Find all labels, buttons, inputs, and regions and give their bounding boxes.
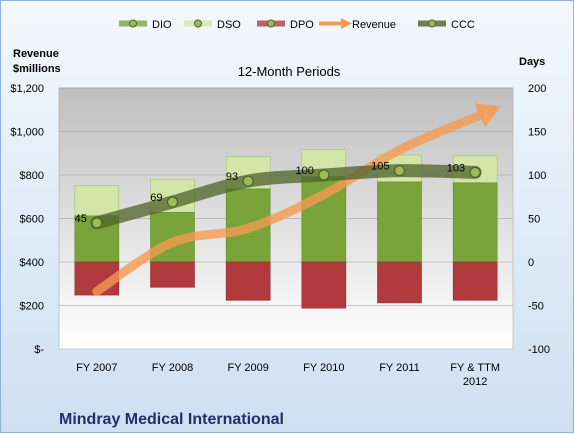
legend-label: CCC [451,19,475,31]
left-tick-label: $400 [20,257,44,269]
ccc-marker [318,169,330,181]
right-tick-label: -50 [528,301,544,313]
legend-arrow-revenue [341,18,352,29]
right-axis: -100 -50 0 50 100 150 200 [528,83,550,356]
ccc-data-label: 103 [447,162,465,174]
bar-dpo [377,261,422,304]
revenue-line [92,110,485,296]
revenue-arrowhead [474,103,501,128]
legend: DIO DSO DPO Revenue CCC [119,18,475,31]
right-axis-title: Days [519,56,545,68]
ccc-data-label: 100 [295,165,313,177]
left-tick-label: $1,000 [10,127,44,139]
left-tick-label: $- [34,344,44,356]
legend-marker-ccc [267,19,275,28]
right-tick-label: 0 [528,257,534,269]
legend-marker-ccc [194,19,202,28]
bar-dio [452,182,498,263]
right-tick-label: 100 [528,170,546,182]
x-tick-label: 2012 [463,376,487,388]
left-axis-title-line2: $millions [13,63,61,75]
ccc-data-label: 45 [75,213,87,225]
bar-dpo [452,261,498,301]
ccc-data-label: 69 [150,192,162,204]
legend-label: DPO [290,19,314,31]
right-tick-label: -100 [528,344,550,356]
right-tick-label: 200 [528,83,546,95]
x-tick-label: FY 2010 [303,362,344,374]
ccc-data-label: 105 [371,161,389,173]
ccc-data-label: 93 [226,171,238,183]
left-tick-label: $200 [20,301,44,313]
x-tick-label: FY & TTM [450,362,500,374]
ccc-line [90,164,482,230]
ccc-marker [242,175,254,187]
legend-label: DSO [217,19,241,31]
bars [74,149,498,309]
left-axis-title-line1: Revenue [13,48,59,60]
bar-dio [377,181,422,263]
x-tick-label: FY 2007 [76,362,117,374]
x-tick-label: FY 2009 [227,362,268,374]
company-name: Mindray Medical International [59,411,284,428]
right-tick-label: 50 [528,214,540,226]
right-tick-label: 150 [528,127,546,139]
bar-dpo [150,261,195,288]
bar-dso [74,185,120,217]
left-tick-label: $600 [20,214,44,226]
bar-dpo [301,261,347,309]
x-axis: FY 2007 FY 2008 FY 2009 FY 2010 FY 2011 FY & … [76,362,500,388]
legend-label: Revenue [352,19,396,31]
legend-marker-ccc [129,19,137,28]
x-tick-label: FY 2008 [152,362,193,374]
legend-marker-ccc [428,19,436,28]
ccc-marker [393,165,406,177]
bar-dpo [225,261,271,301]
ccc-series: 45 69 93 100 105 103 [75,161,482,230]
revenue-series [92,103,501,296]
ccc-marker [469,166,481,178]
left-axis: $- $200 $400 $600 $800 $1,000 $1,200 [10,83,44,356]
left-tick-label: $1,200 [10,83,44,95]
ccc-marker [91,217,103,229]
legend-label: DIO [152,19,172,31]
left-tick-label: $800 [20,170,44,182]
chart-subtitle: 12-Month Periods [238,64,341,79]
x-tick-label: FY 2011 [379,362,420,374]
ccc-marker [166,196,179,208]
